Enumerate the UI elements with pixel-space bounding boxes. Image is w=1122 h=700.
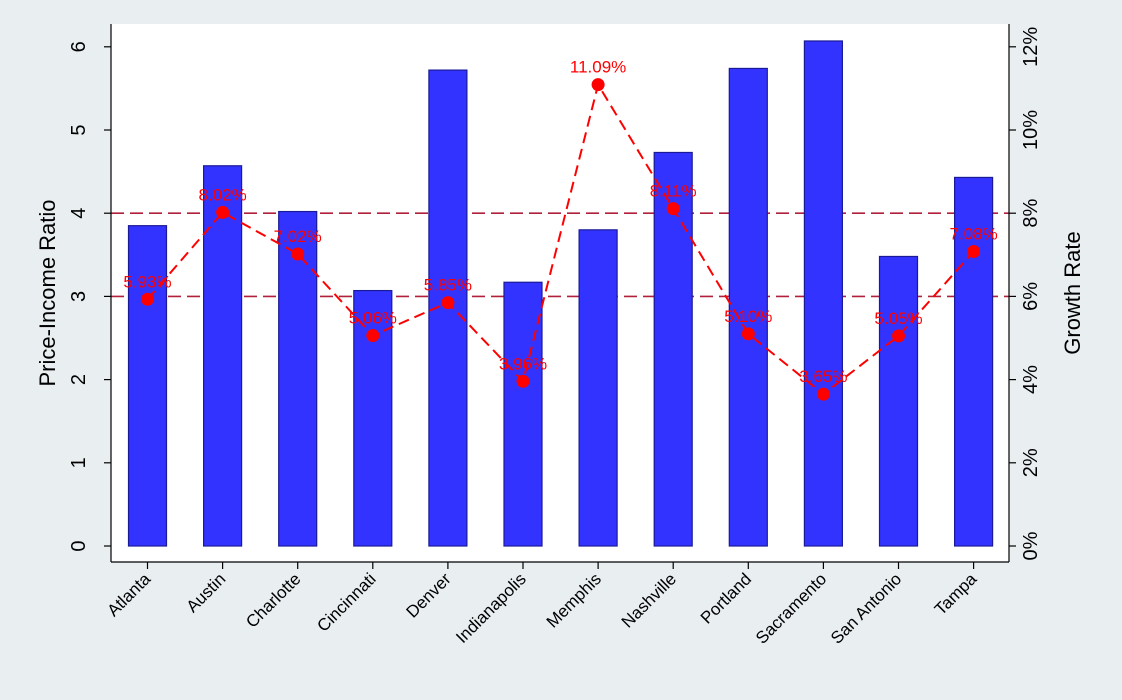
- y-right-tick-label-0: 0%: [1020, 531, 1042, 560]
- y-right-ticks: 0% 2% 4% 6% 8% 10% 12%: [1009, 27, 1042, 560]
- data-labels: 5.93% 8.02% 7.02% 5.06% 5.85% 3.96% 11.09% 8.11…: [123, 58, 997, 387]
- growth-point-9: [816, 387, 830, 401]
- axes: [110, 24, 1010, 563]
- bar-1: [203, 165, 243, 547]
- x-tick-label-6: Memphis: [543, 569, 605, 631]
- x-tick-label-5: Indianapolis: [452, 569, 530, 647]
- data-label-0: 5.93%: [123, 272, 171, 291]
- growth-point-7: [666, 202, 680, 216]
- data-label-10: 5.05%: [874, 309, 922, 328]
- growth-point-5: [516, 374, 530, 388]
- growth-point-2: [291, 247, 305, 261]
- y-right-tick-label-1: 2%: [1020, 448, 1042, 477]
- growth-point-0: [141, 292, 154, 306]
- growth-point-3: [366, 329, 380, 343]
- growth-line: [146, 82, 975, 396]
- data-label-1: 8.02%: [198, 185, 246, 204]
- data-label-3: 5.06%: [349, 309, 397, 328]
- data-label-4: 5.85%: [424, 276, 472, 295]
- y-right-tick-label-5: 10%: [1020, 110, 1042, 150]
- x-tick-label-11: Tampa: [931, 569, 981, 619]
- data-label-6: 11.09%: [570, 58, 626, 77]
- growth-point-4: [441, 296, 455, 310]
- bar-series: [127, 40, 994, 547]
- x-tick-label-3: Cincinnati: [313, 569, 379, 635]
- data-label-5: 3.96%: [499, 354, 547, 373]
- y-left-tick-label-4: 4: [68, 208, 90, 219]
- bar-6: [578, 229, 618, 547]
- y-left-tick-label-6: 6: [68, 41, 90, 52]
- x-tick-labels: Atlanta Austin Charlotte Cincinnati DenverIn…: [103, 562, 981, 648]
- bar-5: [503, 281, 543, 547]
- y-right-tick-label-2: 4%: [1020, 365, 1042, 394]
- data-label-9: 3.65%: [799, 367, 847, 386]
- y-right-axis-label: Growth Rate: [1060, 231, 1085, 355]
- x-tick-label-7: Nashville: [618, 569, 680, 631]
- y-right-tick-label-6: 12%: [1020, 27, 1042, 67]
- data-label-8: 5.10%: [724, 307, 772, 326]
- y-left-ticks: 0 1 2 3 4 5 6: [68, 41, 111, 552]
- x-tick-label-9: Sacramento: [752, 569, 830, 647]
- x-tick-label-4: Denver: [403, 569, 455, 621]
- bar-7: [653, 151, 693, 547]
- bar-8: [728, 67, 768, 547]
- bar-2: [278, 210, 318, 547]
- y-left-tick-label-1: 1: [68, 457, 90, 468]
- growth-point-8: [741, 327, 755, 341]
- bar-11: [953, 176, 994, 547]
- x-tick-label-8: Portland: [697, 569, 755, 627]
- x-tick-label-10: San Antonio: [827, 569, 905, 647]
- growth-point-1: [216, 205, 230, 219]
- growth-points: [141, 78, 981, 401]
- bar-0: [127, 225, 168, 547]
- y-left-axis-label: Price-Income Ratio: [35, 199, 60, 386]
- data-label-11: 7.08%: [949, 224, 997, 243]
- bar-10: [878, 255, 919, 547]
- plot-area: [111, 24, 1009, 562]
- x-tick-label-1: Austin: [183, 569, 230, 616]
- growth-point-6: [591, 78, 605, 92]
- x-tick-label-2: Charlotte: [242, 569, 304, 631]
- y-left-tick-label-2: 2: [68, 374, 90, 385]
- y-right-tick-label-3: 6%: [1020, 282, 1042, 311]
- growth-point-11: [967, 244, 981, 258]
- y-left-tick-label-3: 3: [68, 291, 90, 302]
- data-label-7: 8.11%: [650, 182, 697, 201]
- growth-point-10: [892, 329, 905, 343]
- data-label-2: 7.02%: [274, 227, 322, 246]
- y-left-tick-label-5: 5: [68, 124, 90, 135]
- growth-line-series: [146, 82, 975, 396]
- reference-lines: [111, 212, 1009, 298]
- y-right-tick-label-4: 8%: [1020, 199, 1042, 228]
- bar-9: [803, 40, 844, 547]
- x-tick-label-0: Atlanta: [103, 569, 154, 620]
- y-left-tick-label-0: 0: [68, 540, 90, 551]
